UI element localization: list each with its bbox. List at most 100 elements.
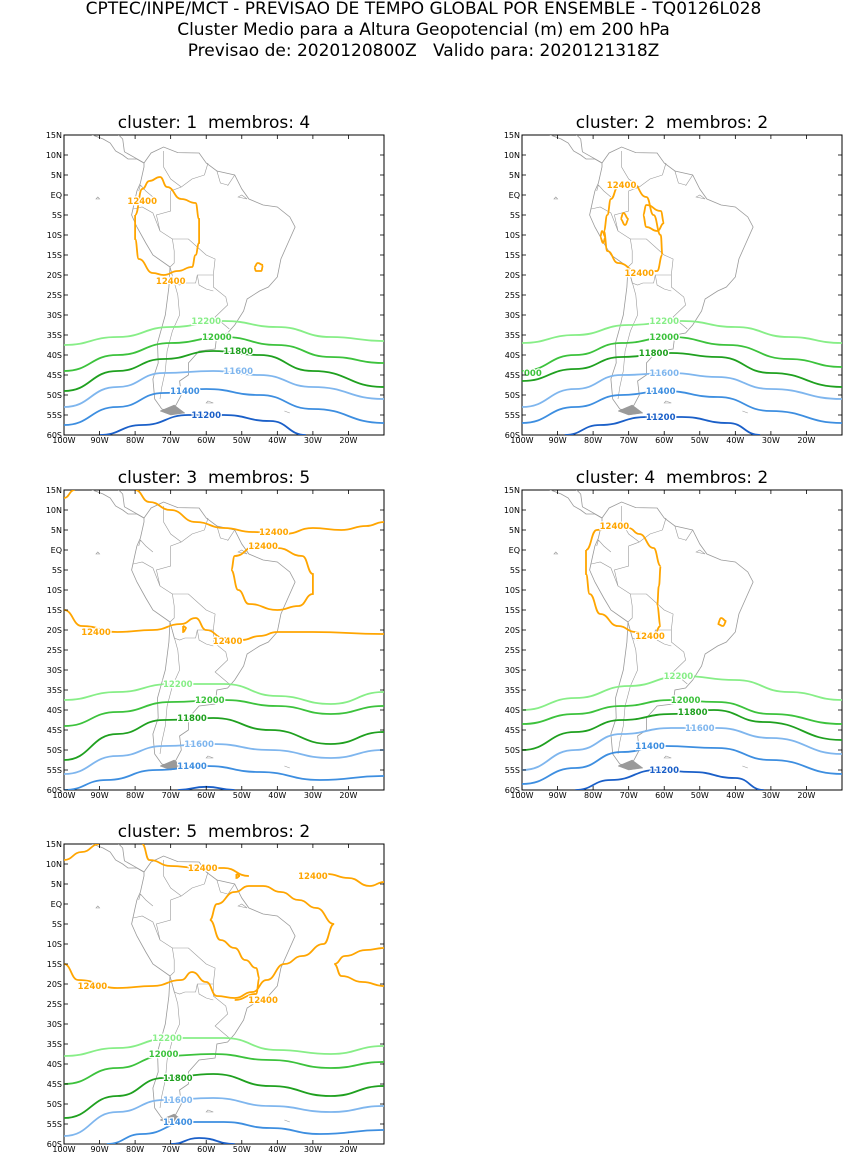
country-border bbox=[169, 947, 216, 995]
lon-label: 90W bbox=[91, 791, 109, 800]
members-label: membros: 4 bbox=[208, 113, 311, 133]
south-america-coastline bbox=[589, 501, 754, 767]
lat-label: 40S bbox=[505, 351, 520, 360]
lat-label: 10N bbox=[504, 151, 520, 160]
country-border bbox=[133, 561, 161, 587]
contour-label-12400: 12400 bbox=[81, 628, 111, 638]
lat-label: 60S bbox=[505, 786, 520, 795]
lat-label: 60S bbox=[505, 431, 520, 440]
map-panel-cluster-2: cluster: 2 membros: 2 12200 12000 11800 116… bbox=[502, 113, 843, 445]
country-border bbox=[213, 630, 230, 685]
contour-loop-12400 bbox=[253, 262, 264, 272]
contour-label-11600: 11600 bbox=[649, 369, 679, 379]
lat-label: 30S bbox=[47, 666, 62, 675]
contour-line-12400 bbox=[64, 609, 384, 641]
contour-loop-12400 bbox=[235, 873, 241, 879]
lat-label: 5N bbox=[509, 171, 520, 180]
lat-label: 15S bbox=[47, 251, 62, 260]
island-outline bbox=[553, 196, 559, 200]
lat-label: 30S bbox=[505, 666, 520, 675]
lat-label: 55S bbox=[505, 411, 520, 420]
panel-title: cluster: 4 membros: 2 bbox=[502, 468, 842, 488]
lon-label: 50W bbox=[691, 436, 709, 445]
tierra-del-fuego bbox=[159, 1113, 186, 1125]
country-border bbox=[227, 174, 235, 186]
header-line-3: Previsao de: 2020120800Z Valido para: 20… bbox=[0, 42, 847, 61]
contour-line-11600 bbox=[64, 370, 384, 408]
island-outline bbox=[663, 400, 672, 404]
country-border bbox=[204, 871, 209, 885]
lon-label: 100W bbox=[510, 791, 533, 800]
lat-label: 45S bbox=[505, 726, 520, 735]
country-border bbox=[204, 162, 209, 176]
country-border bbox=[591, 206, 619, 232]
lon-label: 20W bbox=[339, 436, 357, 445]
country-border bbox=[685, 529, 693, 541]
panel-title: cluster: 5 membros: 2 bbox=[44, 822, 384, 842]
lat-label: 15N bbox=[504, 131, 520, 140]
lat-label: 15S bbox=[47, 606, 62, 615]
contour-label-12400: 12400 bbox=[298, 872, 328, 882]
lat-label: 25S bbox=[47, 291, 62, 300]
lon-label: 100W bbox=[52, 436, 75, 445]
central-america-coastline bbox=[549, 490, 603, 519]
central-america-coastline bbox=[118, 844, 145, 873]
contour-label-11200: 11200 bbox=[649, 766, 679, 776]
lon-label: 80W bbox=[126, 1145, 144, 1154]
lat-label: 50S bbox=[47, 1100, 62, 1109]
lat-label: 60S bbox=[47, 431, 62, 440]
lat-label: EQ bbox=[51, 191, 62, 200]
lat-label: 35S bbox=[47, 1040, 62, 1049]
contour-line-12400 bbox=[305, 873, 384, 887]
central-america-coastline bbox=[549, 135, 603, 164]
contour-label-12000: 12000 bbox=[649, 333, 679, 343]
lat-label: 15N bbox=[504, 486, 520, 495]
island-outline bbox=[237, 903, 248, 909]
map-layer: 12200 12000 11800 11600 11400 11200 12400 12400… bbox=[522, 135, 842, 435]
country-border bbox=[662, 517, 667, 531]
country-border bbox=[213, 275, 230, 330]
lon-label: 70W bbox=[162, 1145, 180, 1154]
lat-label: 15S bbox=[505, 251, 520, 260]
country-border bbox=[138, 893, 154, 907]
island-outline bbox=[695, 194, 706, 200]
lon-label: 40W bbox=[726, 436, 744, 445]
lat-label: 20S bbox=[47, 626, 62, 635]
lat-label: 50S bbox=[505, 746, 520, 755]
lon-label: 50W bbox=[233, 436, 251, 445]
contour-line-11400 bbox=[106, 1121, 384, 1144]
contour-label-12400: 12400 bbox=[635, 632, 665, 642]
country-border bbox=[627, 238, 674, 286]
contour-label-11200: 11200 bbox=[191, 411, 221, 421]
country-border bbox=[216, 879, 228, 895]
panel-title: cluster: 2 membros: 2 bbox=[502, 113, 842, 133]
lon-label: 40W bbox=[268, 1145, 286, 1154]
lat-label: 5N bbox=[51, 880, 62, 889]
country-border bbox=[671, 630, 688, 685]
lat-label: 45S bbox=[47, 726, 62, 735]
lat-label: 10N bbox=[46, 860, 62, 869]
lon-label: 20W bbox=[797, 436, 815, 445]
lon-label: 100W bbox=[52, 1145, 75, 1154]
members-label: membros: 5 bbox=[208, 468, 311, 488]
central-america-coastline bbox=[91, 135, 145, 164]
lat-label: 10S bbox=[47, 586, 62, 595]
header-line-1: CPTEC/INPE/MCT - PREVISAO DE TEMPO GLOBA… bbox=[85, 0, 762, 19]
lat-label: 35S bbox=[47, 331, 62, 340]
lat-label: 15N bbox=[46, 840, 62, 849]
island-outline bbox=[742, 410, 748, 414]
contour-line-11400 bbox=[64, 765, 384, 790]
contour-line-11200 bbox=[99, 414, 306, 435]
lon-label: 40W bbox=[268, 436, 286, 445]
country-border bbox=[614, 174, 663, 240]
lat-label: 45S bbox=[47, 371, 62, 380]
contour-label-11400: 11400 bbox=[646, 387, 676, 397]
country-border bbox=[227, 883, 235, 895]
lon-label: 60W bbox=[197, 436, 215, 445]
contour-label-11600: 11600 bbox=[685, 724, 715, 734]
lon-label: 30W bbox=[304, 436, 322, 445]
contour-line-12200 bbox=[64, 320, 384, 346]
contour-line-12400 bbox=[134, 490, 384, 535]
island-outline bbox=[663, 755, 672, 759]
